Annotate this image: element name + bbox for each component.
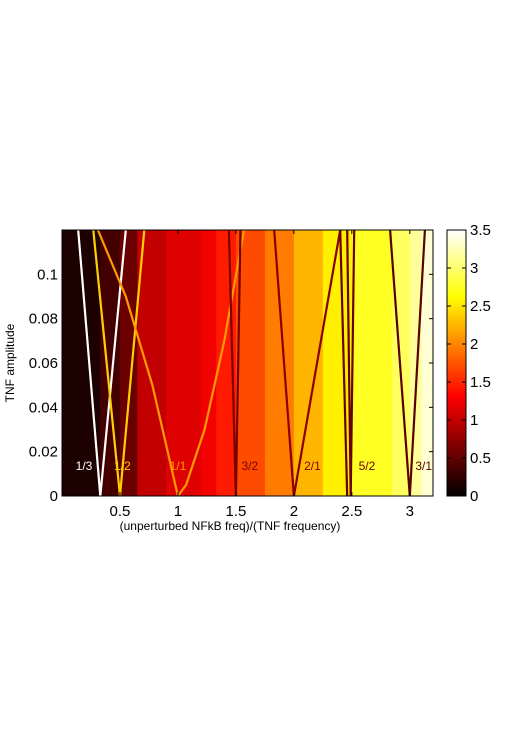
- heatmap-cell-5: [201, 230, 217, 496]
- heatmap-cell-7: [235, 230, 266, 496]
- curve-label-3-2: 3/2: [241, 459, 258, 473]
- x-axis-label: (unperturbed NFkB freq)/(TNF frequency): [120, 519, 341, 533]
- colorbar-tick-label-7: 3.5: [470, 222, 491, 239]
- curve-label-5-2: 5/2: [359, 459, 376, 473]
- curve-label-2-1: 2/1: [304, 459, 321, 473]
- x-tick-label-1: 1: [174, 503, 182, 520]
- y-tick-label-5: 0.1: [37, 266, 58, 283]
- heatmap-cell-3: [137, 230, 167, 496]
- colorbar-tick-label-3: 1.5: [470, 374, 491, 391]
- colorbar-tick-label-1: 0.5: [470, 450, 491, 467]
- colorbar-tick-label-5: 2.5: [470, 298, 491, 315]
- curve-1-2: [92, 230, 146, 496]
- heatmap-cells: [62, 230, 433, 496]
- heatmap-cell-14: [421, 230, 433, 496]
- x-tick-label-0: 0.5: [110, 503, 131, 520]
- colorbar-tick-label-0: 0: [470, 488, 478, 505]
- curve-1-3: [77, 230, 127, 496]
- curve-1-1: [96, 230, 246, 496]
- resonance-curves: [77, 230, 426, 496]
- curve-5-2: [346, 230, 356, 496]
- colorbar-tick-label-4: 2: [470, 336, 478, 353]
- y-tick-label-2: 0.04: [29, 399, 58, 416]
- y-axis: 0 0.02 0.04 0.06 0.08 0.1: [29, 266, 433, 505]
- heatmap-cell-4: [166, 230, 202, 496]
- colorbar-tick-label-6: 3: [470, 260, 478, 277]
- curve-extra-0: [273, 230, 295, 496]
- curve-extra-1: [339, 230, 349, 496]
- curve-label-3-1: 3/1: [415, 459, 432, 473]
- y-tick-label-4: 0.08: [29, 311, 58, 328]
- x-tick-label-5: 3: [406, 503, 414, 520]
- colorbar-axis: 0 0.5 1 1.5 2 2.5 3 3.5: [447, 222, 491, 505]
- curve-label-1-2: 1/2: [114, 459, 131, 473]
- y-tick-label-0: 0: [50, 488, 58, 505]
- curve-3-2: [227, 230, 242, 496]
- curve-2-1: [292, 230, 342, 496]
- x-tick-label-2: 1.5: [225, 503, 246, 520]
- colorbar: [446, 229, 467, 497]
- curve-3-1: [389, 230, 426, 496]
- heatmap-cell-1: [100, 230, 121, 496]
- heatmap-cell-9: [293, 230, 324, 496]
- y-axis-label: TNF amplitude: [3, 323, 17, 402]
- heatmap-cell-11: [351, 230, 394, 496]
- heatmap-cell-2: [119, 230, 138, 496]
- x-tick-label-3: 2: [290, 503, 298, 520]
- curve-label-1-3: 1/3: [76, 459, 93, 473]
- curve-label-1-1: 1/1: [170, 459, 187, 473]
- x-axis: 0.5 1 1.5 2 2.5 3: [110, 230, 414, 520]
- y-tick-label-3: 0.06: [29, 355, 58, 372]
- colorbar-tick-label-2: 1: [470, 412, 478, 429]
- y-tick-label-1: 0.02: [29, 444, 58, 461]
- resonance-labels: 1/3 1/2 1/1 3/2 2/1 5/2 3/1: [76, 459, 433, 473]
- x-tick-label-4: 2.5: [341, 503, 362, 520]
